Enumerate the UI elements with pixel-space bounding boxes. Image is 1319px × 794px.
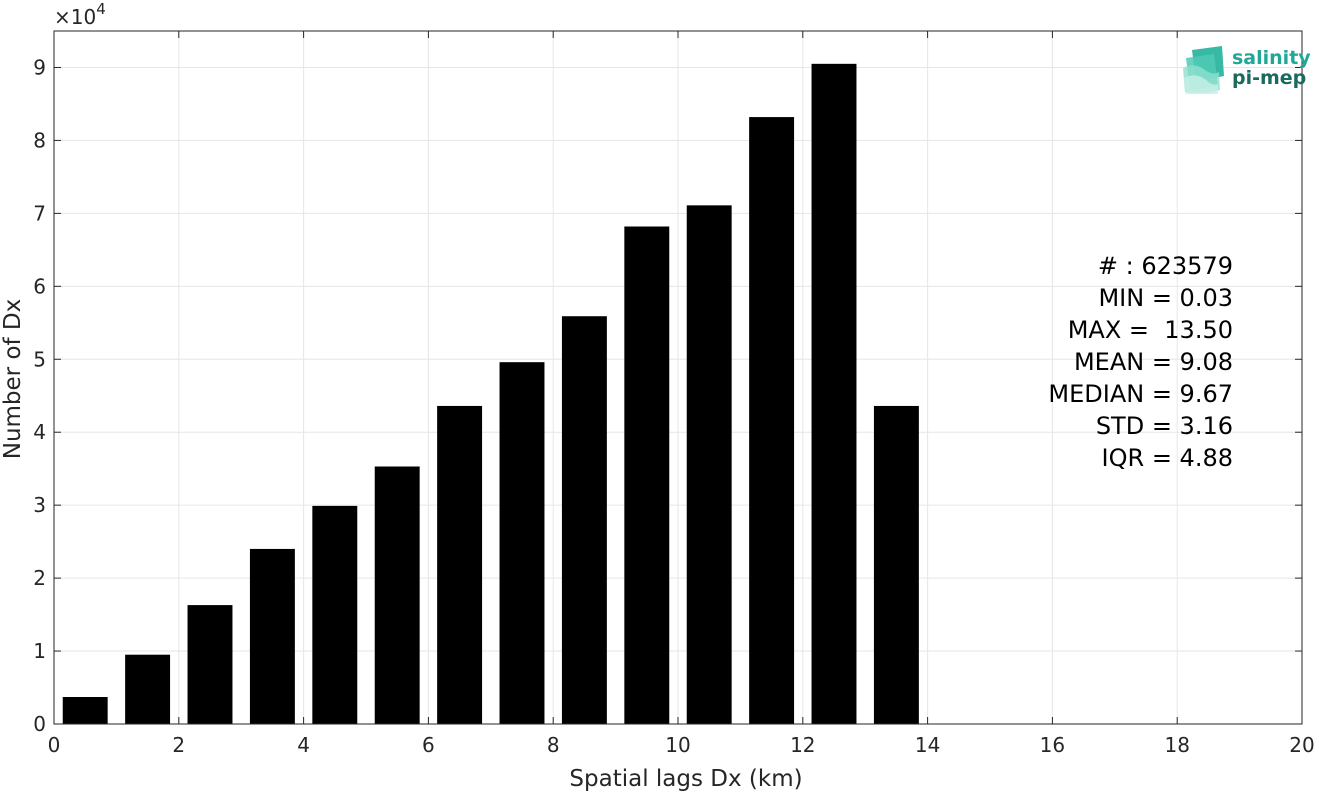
bars xyxy=(62,63,919,725)
stat-line: # : 623579 xyxy=(1098,252,1233,280)
histogram-bar xyxy=(624,226,670,724)
stat-line: STD = 3.16 xyxy=(1096,412,1233,440)
logo-line2: pi-mep xyxy=(1232,67,1306,89)
grid xyxy=(54,31,1302,724)
x-tick-label: 20 xyxy=(1289,733,1314,757)
histogram-bar xyxy=(312,505,358,724)
histogram-bar xyxy=(187,605,233,724)
stat-line: MEAN = 9.08 xyxy=(1074,348,1233,376)
y-tick-label: 3 xyxy=(33,493,46,517)
y-tick-label: 6 xyxy=(33,274,46,298)
x-tick-label: 10 xyxy=(665,733,690,757)
y-axis-exponent: ×104 xyxy=(54,0,106,29)
y-tick-label: 1 xyxy=(33,639,46,663)
histogram-bar xyxy=(125,654,171,724)
histogram-bar xyxy=(561,316,607,724)
statistics-annotation: # : 623579 MIN = 0.03 MAX = 13.50 MEAN = 9.… xyxy=(1048,252,1233,472)
salinity-pi-mep-logo: salinity pi-mep xyxy=(1183,46,1311,94)
y-tick-label: 8 xyxy=(33,128,46,152)
histogram-bar xyxy=(62,697,108,724)
y-tick-label: 4 xyxy=(33,420,46,444)
x-tick-label: 12 xyxy=(790,733,815,757)
x-tick-label: 8 xyxy=(547,733,560,757)
x-tick-label: 6 xyxy=(422,733,435,757)
histogram-bar xyxy=(749,117,795,725)
wave-logo-icon xyxy=(1183,46,1224,94)
stat-line: MEDIAN = 9.67 xyxy=(1048,380,1233,408)
y-tick-label: 2 xyxy=(33,566,46,590)
histogram-bar xyxy=(499,362,545,724)
histogram-bar xyxy=(437,405,483,724)
stat-line: MAX = 13.50 xyxy=(1068,316,1233,344)
y-axis-label: Number of Dx xyxy=(0,299,26,460)
x-tick-label: 14 xyxy=(915,733,940,757)
y-tick-label: 7 xyxy=(33,201,46,225)
stat-line: MIN = 0.03 xyxy=(1098,284,1233,312)
histogram-bar xyxy=(873,405,919,724)
x-axis-label: Spatial lags Dx (km) xyxy=(569,766,802,792)
axes xyxy=(53,30,1303,725)
x-tick-label: 0 xyxy=(48,733,61,757)
histogram-bar xyxy=(811,63,857,725)
stat-line: IQR = 4.88 xyxy=(1102,444,1233,472)
x-tick-label: 18 xyxy=(1164,733,1189,757)
y-tick-label: 0 xyxy=(33,712,46,736)
histogram-bar xyxy=(249,548,295,724)
histogram-bar xyxy=(686,205,732,724)
x-tick-label: 2 xyxy=(172,733,185,757)
x-tick-label: 16 xyxy=(1040,733,1065,757)
y-tick-label: 5 xyxy=(33,347,46,371)
histogram-bar xyxy=(374,466,420,724)
y-tick-label: 9 xyxy=(33,55,46,79)
x-tick-label: 4 xyxy=(297,733,310,757)
logo-line1: salinity xyxy=(1232,47,1311,69)
